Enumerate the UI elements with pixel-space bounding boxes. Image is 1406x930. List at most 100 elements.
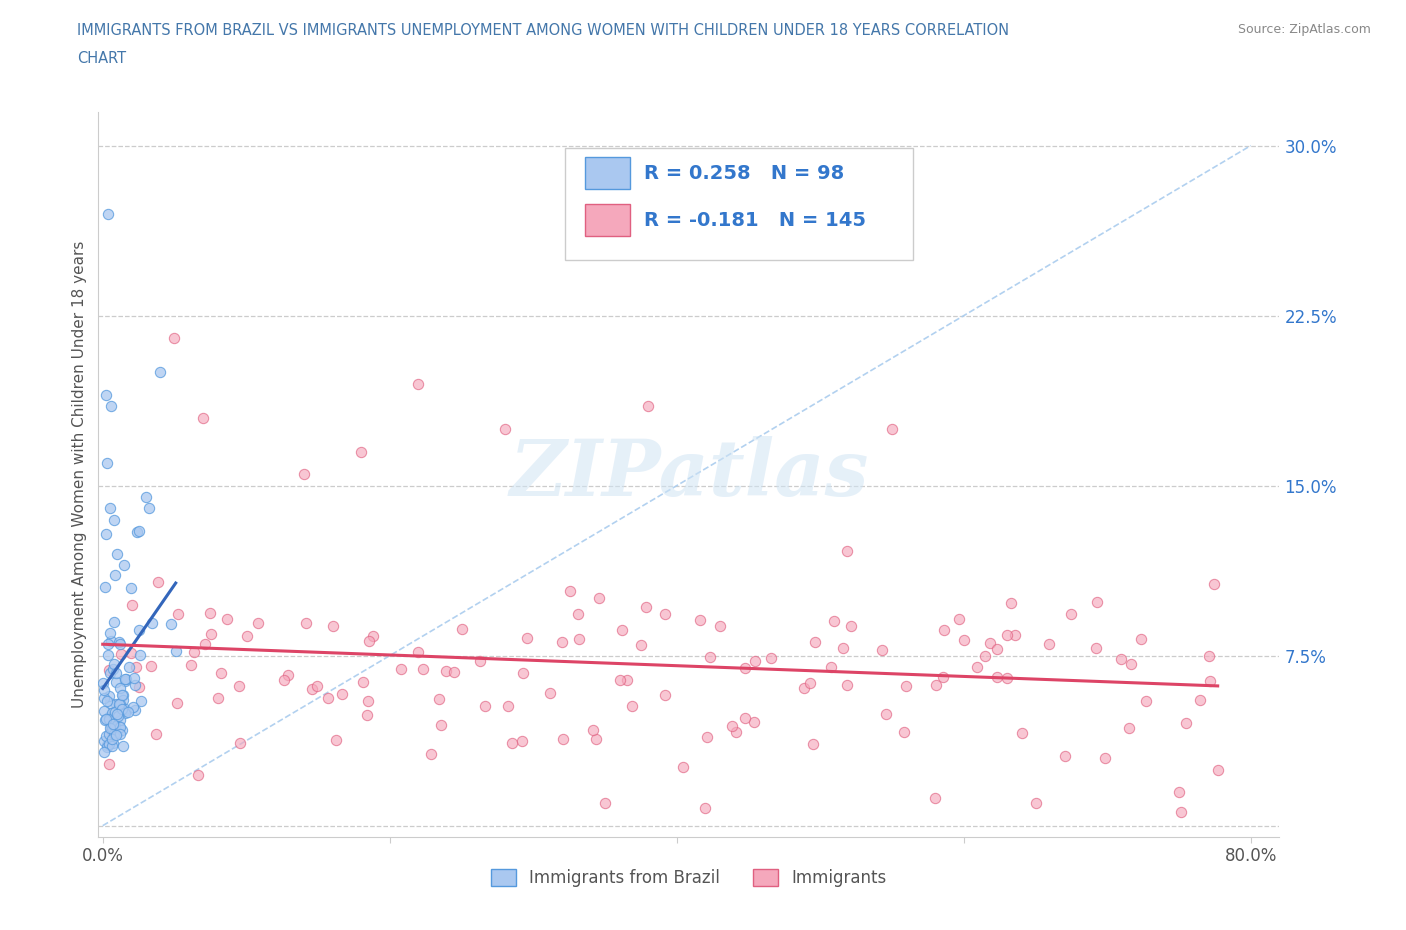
- Point: [209, 666, 232, 681]
- Point: [292, 467, 315, 482]
- Point: [104, 727, 127, 742]
- Point: [610, 623, 633, 638]
- Point: [468, 654, 491, 669]
- Point: [273, 672, 295, 687]
- Point: [127, 525, 149, 539]
- Point: [111, 692, 134, 707]
- Point: [734, 711, 756, 725]
- Point: [97, 662, 120, 677]
- Point: [721, 719, 744, 734]
- Point: [145, 727, 167, 742]
- Point: [361, 629, 384, 644]
- Point: [163, 331, 186, 346]
- Point: [330, 686, 353, 701]
- Point: [1085, 640, 1108, 655]
- FancyBboxPatch shape: [585, 157, 630, 189]
- Point: [146, 575, 169, 590]
- Point: [100, 399, 122, 414]
- Point: [96, 637, 118, 652]
- Point: [112, 687, 135, 702]
- Point: [512, 666, 534, 681]
- Point: [979, 636, 1001, 651]
- Point: [567, 606, 589, 621]
- Point: [101, 731, 124, 746]
- Point: [165, 644, 187, 658]
- Point: [120, 580, 142, 595]
- Point: [149, 365, 172, 379]
- Point: [93, 704, 115, 719]
- Point: [696, 730, 718, 745]
- Point: [839, 618, 862, 633]
- Point: [101, 720, 124, 735]
- Point: [108, 697, 131, 711]
- Point: [1004, 628, 1026, 643]
- Point: [823, 614, 845, 629]
- Point: [104, 675, 127, 690]
- Point: [538, 686, 561, 701]
- FancyBboxPatch shape: [565, 148, 914, 260]
- Point: [93, 691, 115, 706]
- Point: [105, 666, 128, 681]
- Text: ZIPatlas: ZIPatlas: [509, 436, 869, 512]
- Point: [103, 716, 125, 731]
- Point: [193, 410, 215, 425]
- Point: [974, 649, 997, 664]
- Point: [966, 659, 988, 674]
- Point: [121, 597, 143, 612]
- Point: [114, 671, 136, 686]
- Point: [97, 648, 120, 663]
- Point: [228, 678, 250, 693]
- Point: [553, 732, 575, 747]
- Point: [932, 670, 955, 684]
- Point: [734, 660, 756, 675]
- Point: [630, 637, 652, 652]
- Point: [551, 634, 574, 649]
- Point: [104, 567, 127, 582]
- Point: [112, 557, 135, 572]
- Point: [695, 800, 717, 815]
- Point: [474, 698, 496, 713]
- Point: [406, 644, 429, 659]
- Point: [634, 600, 657, 615]
- Point: [593, 795, 616, 810]
- Point: [744, 715, 766, 730]
- Point: [654, 687, 676, 702]
- Point: [101, 661, 124, 676]
- Point: [96, 740, 118, 755]
- Point: [101, 736, 124, 751]
- Point: [97, 206, 120, 221]
- Point: [932, 622, 955, 637]
- Point: [427, 691, 450, 706]
- Point: [761, 651, 783, 666]
- Point: [325, 733, 347, 748]
- Point: [986, 670, 1008, 684]
- Point: [98, 757, 121, 772]
- Point: [953, 633, 976, 648]
- Point: [672, 760, 695, 775]
- Point: [1170, 804, 1192, 819]
- Point: [1119, 657, 1142, 671]
- Y-axis label: Unemployment Among Women with Children Under 18 years: Unemployment Among Women with Children U…: [72, 241, 87, 708]
- Point: [135, 489, 157, 504]
- Point: [412, 661, 434, 676]
- Point: [207, 691, 229, 706]
- Point: [98, 689, 121, 704]
- Point: [114, 705, 136, 720]
- Point: [609, 672, 631, 687]
- Point: [228, 736, 250, 751]
- Point: [122, 700, 145, 715]
- Point: [103, 512, 125, 527]
- Point: [187, 767, 209, 782]
- Point: [1118, 721, 1140, 736]
- Point: [111, 738, 134, 753]
- Point: [94, 712, 117, 727]
- Point: [835, 544, 858, 559]
- Point: [96, 737, 118, 752]
- Point: [301, 682, 323, 697]
- Point: [585, 732, 607, 747]
- Point: [104, 704, 127, 719]
- Point: [124, 659, 146, 674]
- Point: [98, 726, 121, 741]
- Point: [1204, 577, 1226, 591]
- Point: [124, 678, 146, 693]
